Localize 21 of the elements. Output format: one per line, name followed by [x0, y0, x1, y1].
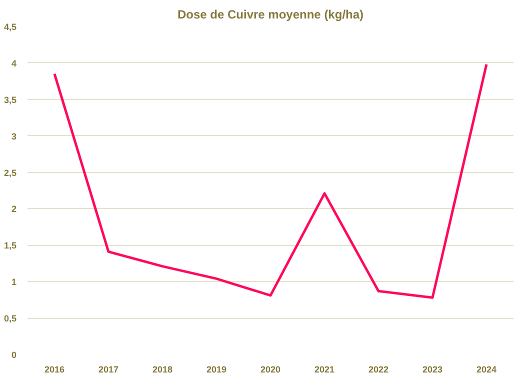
- y-tick-label: 4: [11, 58, 17, 68]
- y-tick-label: 1: [11, 277, 17, 288]
- x-tick-label: 2018: [152, 364, 173, 374]
- y-tick-label: 2,5: [4, 168, 17, 178]
- y-tick-label: 0: [11, 350, 17, 360]
- x-tick-label: 2019: [206, 364, 227, 374]
- y-tick-label: 3: [11, 131, 17, 142]
- chart-title: Dose de Cuivre moyenne (kg/ha): [177, 8, 364, 22]
- x-tick-label: 2021: [314, 364, 335, 374]
- x-tick-label: 2016: [44, 364, 65, 374]
- y-tick-label: 3,5: [4, 94, 17, 105]
- x-tick-label: 2022: [368, 364, 389, 374]
- y-tick-label: 2: [11, 204, 17, 214]
- y-tick-label: 4,5: [4, 22, 17, 32]
- x-tick-label: 2023: [422, 364, 443, 374]
- line-series: [53, 63, 488, 299]
- y-tick-label: 1,5: [4, 240, 17, 251]
- x-tick-label: 2017: [98, 364, 119, 374]
- x-tick-label: 2020: [260, 364, 281, 374]
- x-tick-label: 2024: [476, 364, 497, 374]
- y-tick-label: 0,5: [4, 314, 17, 324]
